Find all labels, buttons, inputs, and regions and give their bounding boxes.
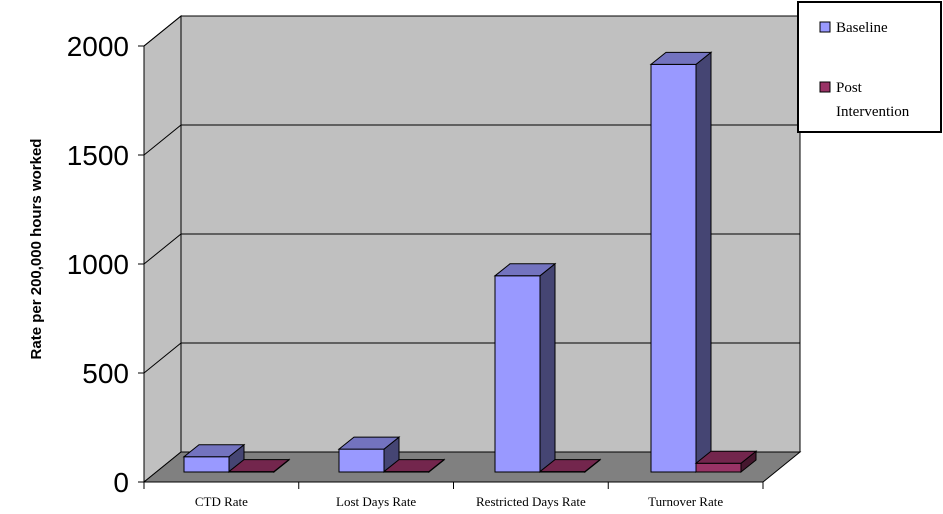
y-tick-label: 1500 xyxy=(67,140,129,171)
y-axis: 0 500 1000 1500 2000 xyxy=(67,31,145,498)
y-tick-label: 500 xyxy=(82,358,129,389)
y-axis-label: Rate per 200,000 hours worked xyxy=(28,139,45,360)
gridline xyxy=(143,124,800,156)
x-tick-label: Lost Days Rate xyxy=(336,494,416,509)
gridline xyxy=(143,15,800,47)
bar-baseline xyxy=(337,436,401,474)
y-tick-label: 1000 xyxy=(67,249,129,280)
bar-post-intervention xyxy=(694,450,758,474)
bar-baseline xyxy=(649,51,713,474)
gridline xyxy=(143,342,800,374)
bar-baseline xyxy=(493,262,557,474)
x-tick-label: Turnover Rate xyxy=(648,494,723,509)
legend-swatch-baseline xyxy=(819,21,831,33)
bar-post-intervention xyxy=(382,458,446,474)
bar-post-intervention xyxy=(227,458,291,474)
bar-post-intervention xyxy=(538,458,602,474)
y-tick-label: 2000 xyxy=(67,31,129,62)
x-tick-label: CTD Rate xyxy=(195,494,248,509)
gridline xyxy=(143,233,800,265)
legend-swatch-post-intervention xyxy=(819,81,831,93)
y-tick-label: 0 xyxy=(113,467,129,498)
x-axis: CTD Rate Lost Days Rate Restricted Days Ra… xyxy=(143,481,764,509)
x-tick-label: Restricted Days Rate xyxy=(476,494,586,509)
legend: Baseline Post Intervention xyxy=(797,1,942,133)
bars xyxy=(182,51,758,474)
legend-label-post-intervention-line2: Intervention xyxy=(836,104,910,120)
bar-baseline xyxy=(182,443,246,474)
legend-label-post-intervention-line1: Post xyxy=(836,80,863,96)
legend-label-baseline: Baseline xyxy=(836,20,888,36)
gridlines xyxy=(143,15,800,374)
